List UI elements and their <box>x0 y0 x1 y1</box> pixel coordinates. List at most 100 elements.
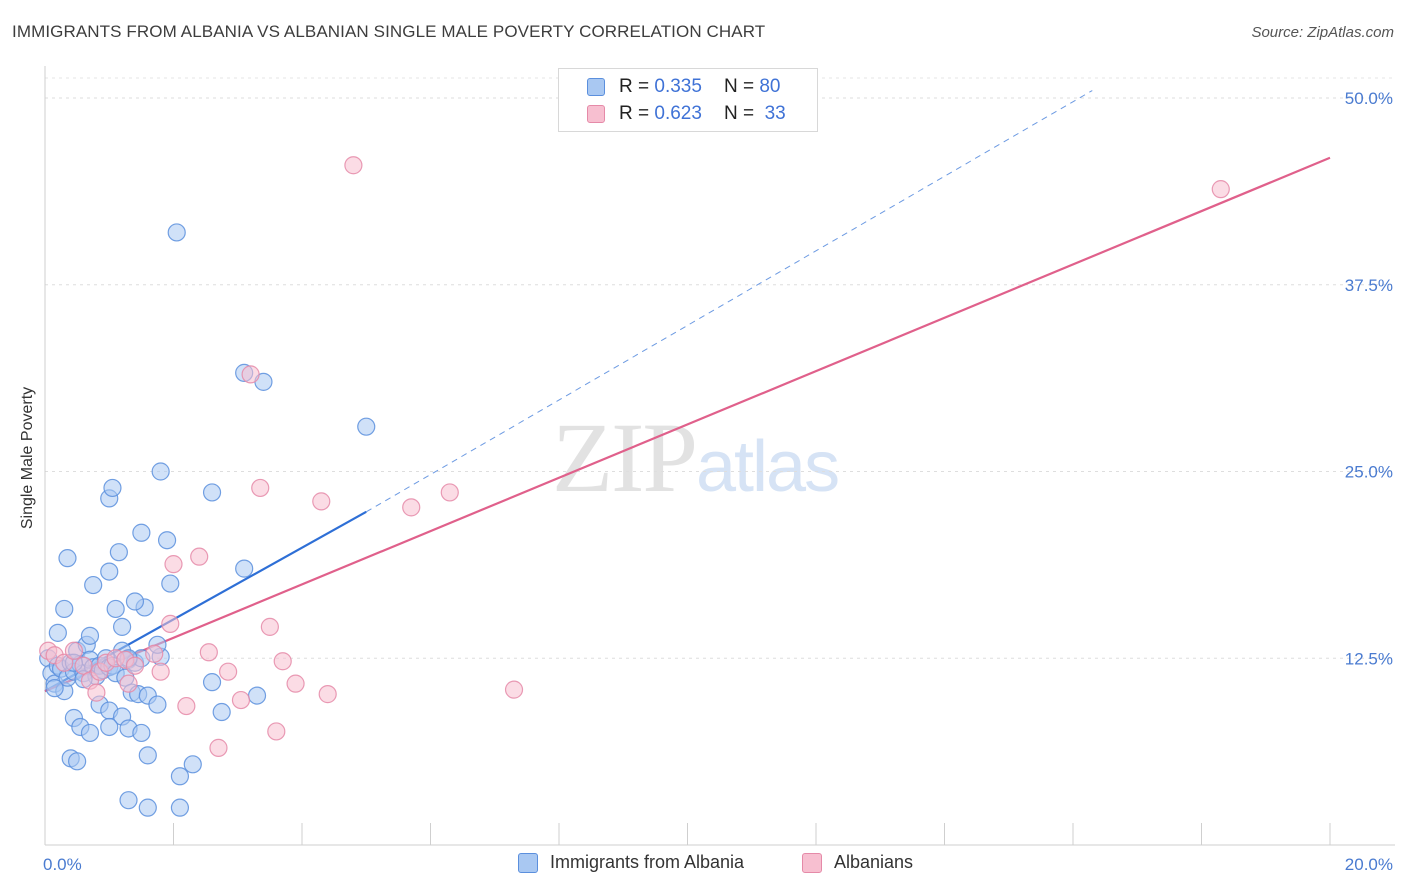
albania-point <box>357 417 376 436</box>
legend-swatch-albanians <box>802 852 822 873</box>
albania-point <box>161 574 180 593</box>
x-tick-label: 0.0% <box>43 855 82 874</box>
legend-r-label: R = <box>619 103 650 124</box>
albanians-point <box>251 478 270 498</box>
albania-point <box>106 599 125 619</box>
albania-point <box>132 523 151 542</box>
albania-point <box>48 623 67 642</box>
axes <box>44 66 1395 846</box>
trend-lines <box>44 90 1331 693</box>
albanians-point <box>260 617 279 636</box>
albania-point <box>202 483 222 502</box>
legend-n-value: 33 <box>764 103 786 124</box>
albania-point <box>202 673 222 692</box>
albanians-point <box>125 656 145 675</box>
y-tick-label: 12.5% <box>1345 649 1393 668</box>
legend-n-label: N = <box>723 76 755 97</box>
albania-point <box>183 755 202 774</box>
albanians-point <box>402 498 421 517</box>
chart-title: IMMIGRANTS FROM ALBANIA VS ALBANIAN SING… <box>12 22 766 41</box>
albania-point <box>148 695 167 714</box>
albanians-point <box>64 641 84 660</box>
albanians-point <box>145 644 164 663</box>
legend-label-albania: Immigrants from Albania <box>550 852 745 872</box>
legend-item-albanians: Albanians <box>802 852 913 873</box>
legend-item-albania: Immigrants from Albania <box>518 852 744 873</box>
y-tick-label: 37.5% <box>1345 276 1393 295</box>
albania-point <box>100 717 119 737</box>
y-tick-label: 50.0% <box>1345 89 1393 108</box>
albania-point <box>247 686 267 705</box>
albania-point <box>138 798 157 817</box>
albanians-point <box>267 722 286 741</box>
albania-point <box>100 562 119 581</box>
legend-row-albanians: R = 0.623 N = 33 <box>587 103 786 125</box>
albania-point <box>170 767 190 786</box>
albania-point <box>84 575 103 595</box>
legend-n-label: N = <box>723 103 755 124</box>
albania-point <box>58 549 77 568</box>
albania-point <box>157 531 177 550</box>
albanians-point <box>219 662 238 681</box>
legend-r-value: 0.623 <box>654 103 702 124</box>
watermark-atlas: atlas <box>696 427 840 507</box>
albania-point <box>119 791 138 810</box>
albanians-point <box>231 690 251 710</box>
legend-n-value: 80 <box>759 76 781 97</box>
albania-point <box>138 746 157 765</box>
albanians-point <box>119 674 138 693</box>
albania-point <box>112 617 132 636</box>
albanians-point <box>312 492 331 511</box>
albania-point <box>80 626 100 645</box>
albanians-trend-line <box>44 156 1331 693</box>
tick-labels: 12.5% 25.0% 37.5% 50.0% 0.0% 20.0% <box>43 89 1393 874</box>
albania-point <box>132 723 151 743</box>
albania-point <box>45 679 64 698</box>
albanians-point <box>344 156 363 175</box>
legend-swatch-albania <box>518 852 538 873</box>
stats-legend: R = 0.335 N = 80 R = 0.623 N = 33 <box>558 68 818 132</box>
albanians-point <box>440 483 459 502</box>
albanians-point <box>87 683 106 702</box>
data-points <box>39 156 1230 817</box>
albanians-point <box>190 547 209 566</box>
albanians-point <box>164 555 183 574</box>
x-tick-label: 20.0% <box>1345 855 1393 874</box>
watermark-zip: ZIP <box>552 402 698 513</box>
albania-point <box>212 702 231 722</box>
albanians-point <box>151 662 170 681</box>
albania-point <box>125 592 145 611</box>
albanians-point <box>286 674 305 693</box>
albanians-point <box>55 653 74 672</box>
albanians-point <box>241 365 260 384</box>
watermark: ZIPatlas <box>552 400 840 515</box>
legend-r-label: R = <box>619 76 650 97</box>
albanians-point <box>161 614 180 633</box>
source-credit: Source: ZipAtlas.com <box>1251 24 1394 41</box>
albanians-point <box>1211 180 1230 199</box>
albania-trend-line <box>365 90 1093 513</box>
albania-point <box>109 543 128 562</box>
albanians-point <box>504 680 524 699</box>
albanians-point <box>177 696 196 716</box>
albanians-point <box>273 652 292 671</box>
y-tick-label: 25.0% <box>1345 463 1393 482</box>
albanians-point <box>318 685 337 704</box>
albania-point <box>167 223 186 242</box>
albania-point <box>235 559 254 578</box>
albanians-point <box>209 738 228 757</box>
legend-swatch-albania <box>587 78 605 96</box>
albania-point <box>103 478 122 498</box>
albania-point <box>55 599 74 619</box>
albanians-point <box>199 643 218 662</box>
legend-label-albanians: Albanians <box>834 852 914 872</box>
legend-swatch-albanians <box>587 105 605 123</box>
series-legend: Immigrants from Albania Albanians <box>0 852 1406 876</box>
albania-point <box>170 798 190 817</box>
albania-point <box>80 723 100 743</box>
legend-row-albania: R = 0.335 N = 80 <box>587 76 780 98</box>
legend-r-value: 0.335 <box>654 76 702 97</box>
albania-point <box>151 462 170 481</box>
albania-point <box>68 752 87 771</box>
